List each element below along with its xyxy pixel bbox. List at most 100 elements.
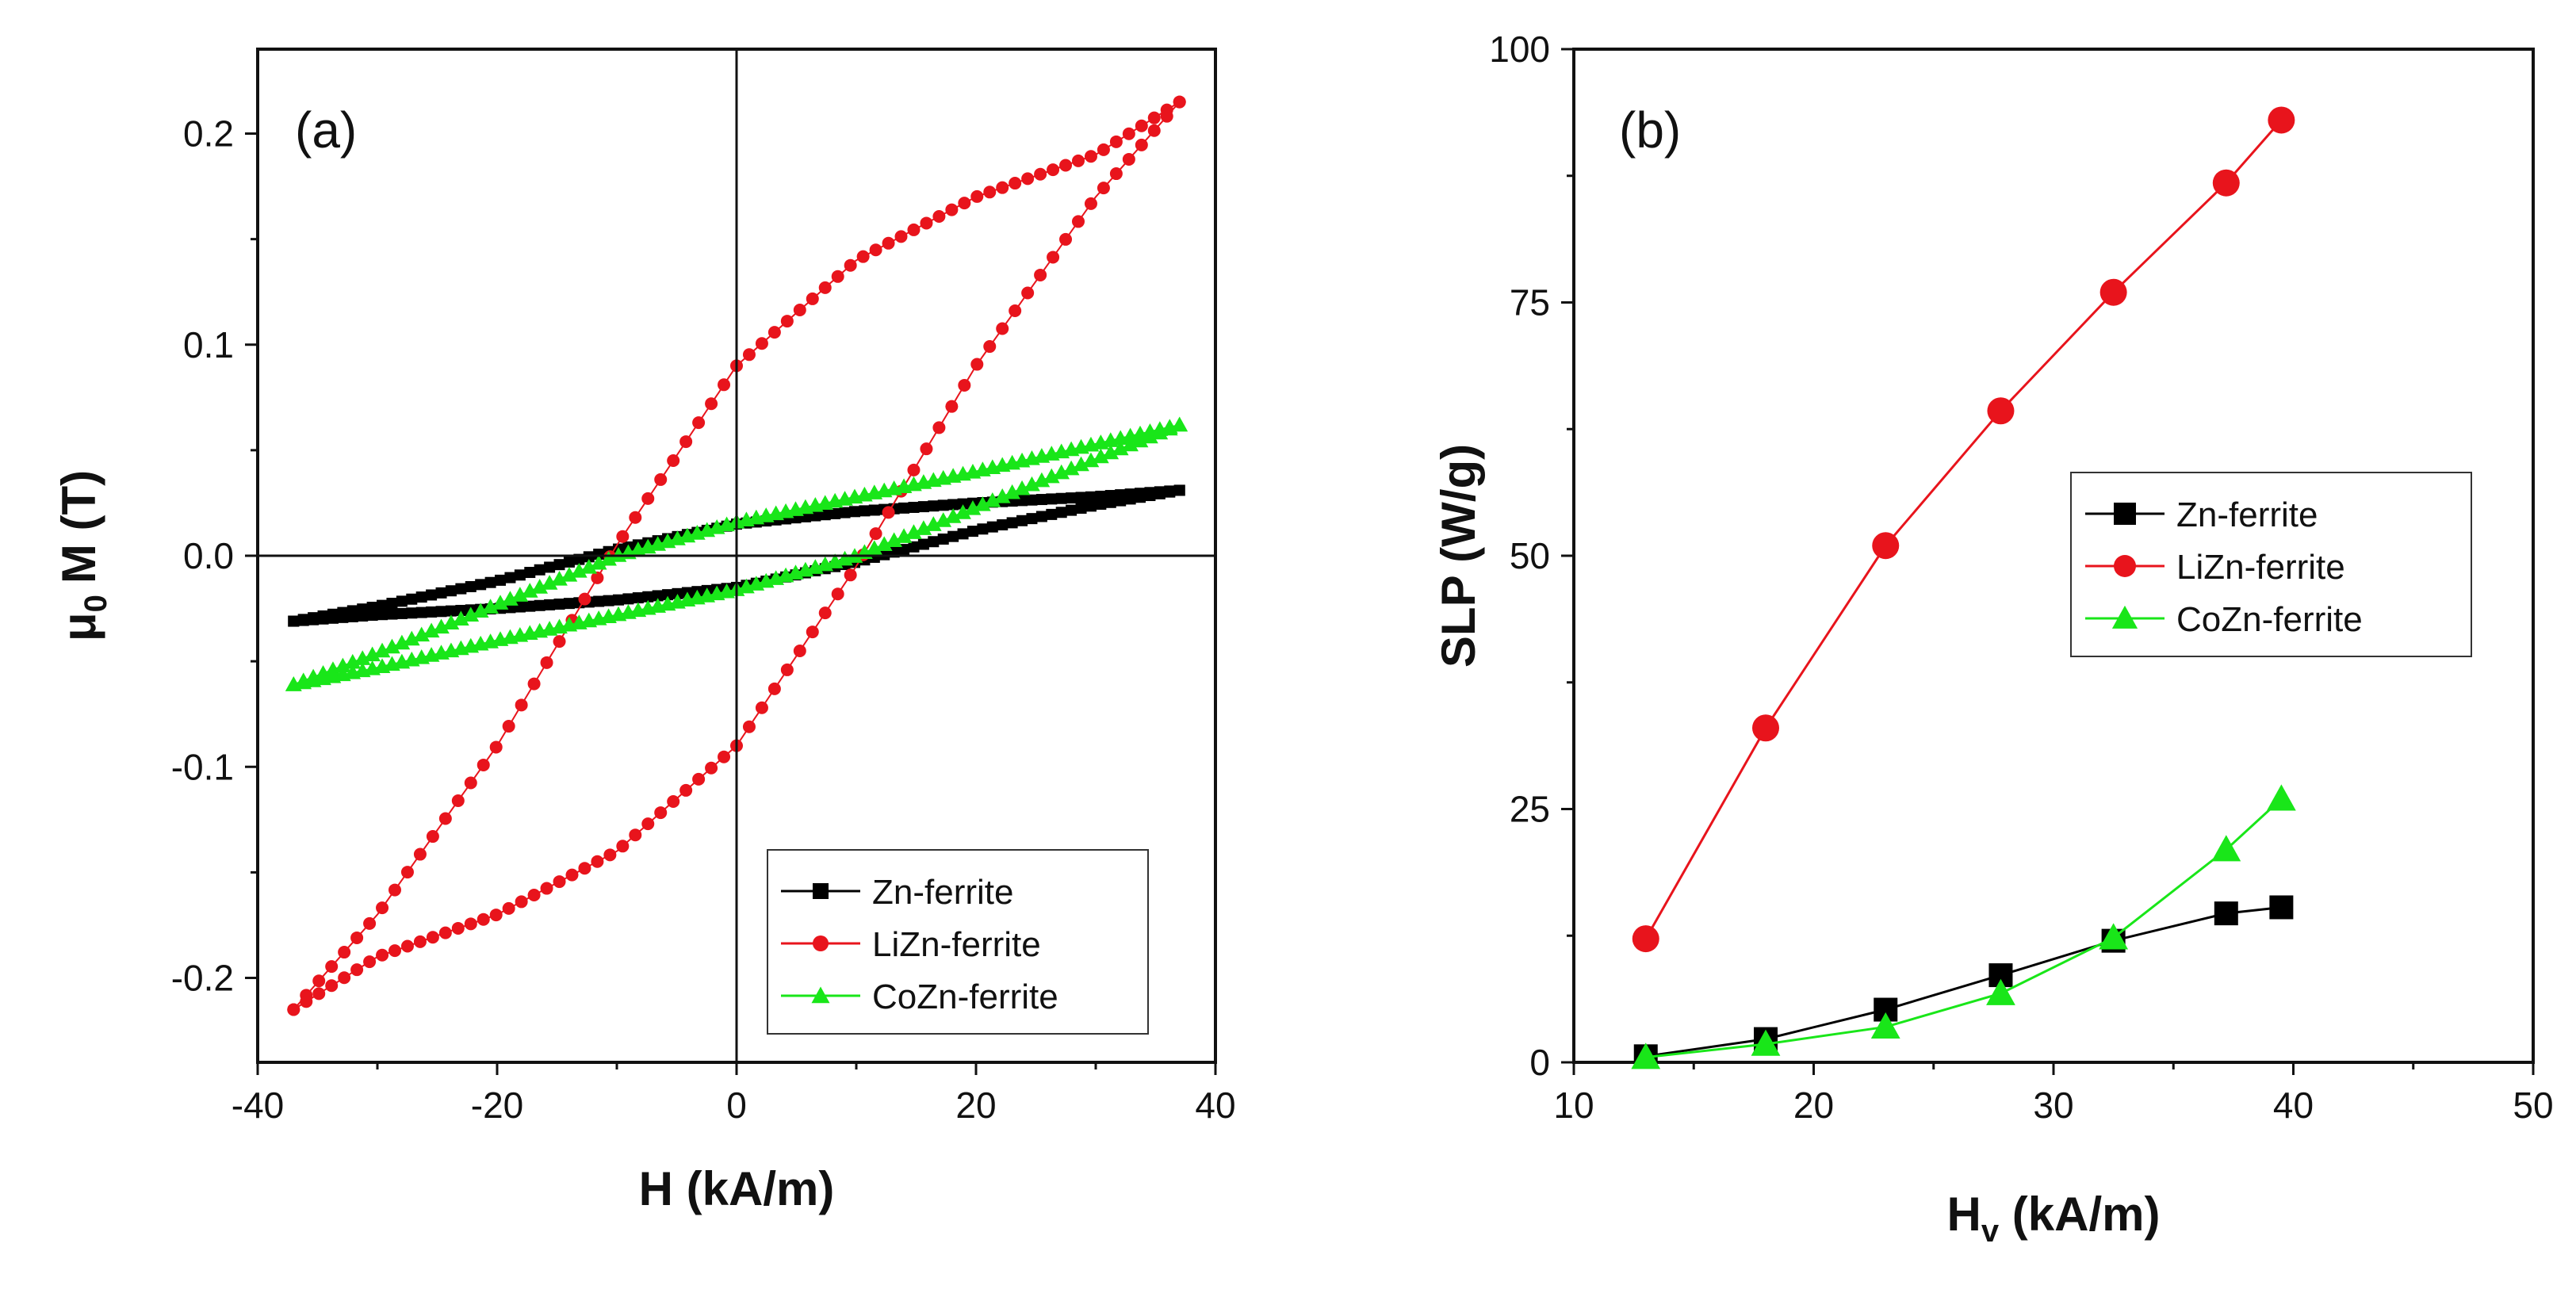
data-point xyxy=(844,258,857,272)
data-point xyxy=(692,772,706,786)
panel-a-legend: Zn-ferrite LiZn-ferrite CoZn-ferrite xyxy=(767,849,1149,1035)
data-point xyxy=(1147,111,1161,124)
data-point xyxy=(300,995,313,1008)
data-point xyxy=(565,868,579,882)
data-point xyxy=(2099,278,2127,306)
data-point xyxy=(895,528,913,543)
data-point xyxy=(1122,127,1135,140)
panel-a-label: (a) xyxy=(295,101,357,159)
data-point xyxy=(1112,440,1129,456)
data-point xyxy=(472,603,489,618)
data-point xyxy=(907,223,921,236)
data-point xyxy=(475,579,487,591)
data-point xyxy=(389,883,402,897)
data-point xyxy=(1021,172,1035,186)
data-point xyxy=(502,901,515,915)
data-point xyxy=(515,895,528,909)
data-point xyxy=(966,526,978,538)
data-point xyxy=(932,421,946,434)
data-point xyxy=(848,506,860,518)
data-point xyxy=(924,516,942,531)
data-point xyxy=(970,358,984,371)
panel-a-x-axis-title: H (kA/m) xyxy=(639,1162,835,1215)
data-point xyxy=(308,614,320,626)
data-point xyxy=(590,554,607,570)
data-point xyxy=(1164,486,1176,498)
data-point xyxy=(1021,286,1035,300)
data-point xyxy=(869,243,882,257)
data-point xyxy=(1053,464,1070,480)
data-point xyxy=(511,587,529,602)
panel-b-x-tick-label: 30 xyxy=(2033,1085,2073,1126)
data-point xyxy=(882,236,895,250)
data-point xyxy=(527,888,541,901)
panel-a-x-tick-label: 20 xyxy=(955,1085,996,1126)
data-point xyxy=(993,488,1011,503)
data-point xyxy=(974,496,991,511)
data-point xyxy=(563,556,575,568)
data-point xyxy=(997,519,1009,531)
legend-label: CoZn-ferrite xyxy=(872,978,1058,1016)
data-point xyxy=(492,595,509,610)
data-point xyxy=(641,817,655,831)
data-point xyxy=(433,618,450,634)
panel-a-y-tick-label: -0.1 xyxy=(171,746,234,787)
data-point xyxy=(1161,420,1178,436)
data-point xyxy=(603,848,617,862)
data-point xyxy=(1004,484,1020,499)
data-point xyxy=(337,611,349,623)
data-point xyxy=(622,593,634,605)
data-point xyxy=(338,946,351,959)
data-point xyxy=(455,604,467,616)
data-point xyxy=(477,758,490,771)
data-point xyxy=(1084,197,1097,210)
data-point xyxy=(964,500,982,515)
data-point xyxy=(907,463,921,476)
data-point xyxy=(534,564,545,576)
data-point xyxy=(829,507,841,519)
data-point xyxy=(327,612,339,624)
data-point xyxy=(363,955,377,969)
data-point xyxy=(1047,251,1060,264)
data-point xyxy=(426,931,439,944)
data-point xyxy=(445,585,457,597)
data-point xyxy=(2268,106,2295,134)
data-point xyxy=(1006,517,1018,529)
data-point xyxy=(780,663,794,676)
legend-marker xyxy=(813,935,829,951)
data-point xyxy=(654,473,668,486)
data-point xyxy=(489,740,503,754)
data-point xyxy=(818,606,832,620)
data-point xyxy=(544,561,556,573)
data-point xyxy=(1632,925,1659,953)
data-point xyxy=(742,720,756,733)
data-point xyxy=(1059,232,1073,246)
data-point xyxy=(442,614,460,630)
panel-b-legend-box xyxy=(2070,472,2472,657)
data-point xyxy=(541,575,558,590)
data-point xyxy=(1013,480,1031,495)
data-point xyxy=(312,974,326,988)
data-point xyxy=(403,630,420,646)
data-point xyxy=(1171,416,1188,432)
data-point xyxy=(1109,167,1123,181)
data-point xyxy=(905,524,922,539)
data-point xyxy=(514,569,526,581)
data-point xyxy=(521,583,538,598)
data-point xyxy=(317,613,329,625)
data-point xyxy=(806,626,819,639)
data-point xyxy=(859,505,871,517)
data-point xyxy=(465,580,477,592)
panel-b-y-tick-label: 50 xyxy=(1510,535,1550,576)
data-point xyxy=(553,635,566,648)
data-point xyxy=(413,935,427,948)
data-point xyxy=(1160,109,1173,123)
data-point xyxy=(629,511,642,524)
data-point xyxy=(373,642,391,658)
panel-b-y-axis-title: SLP (W/g) xyxy=(1432,444,1485,668)
data-point xyxy=(484,576,496,588)
data-point xyxy=(1151,424,1169,440)
data-point xyxy=(527,677,541,691)
data-point xyxy=(1154,488,1166,499)
data-point xyxy=(325,979,339,993)
